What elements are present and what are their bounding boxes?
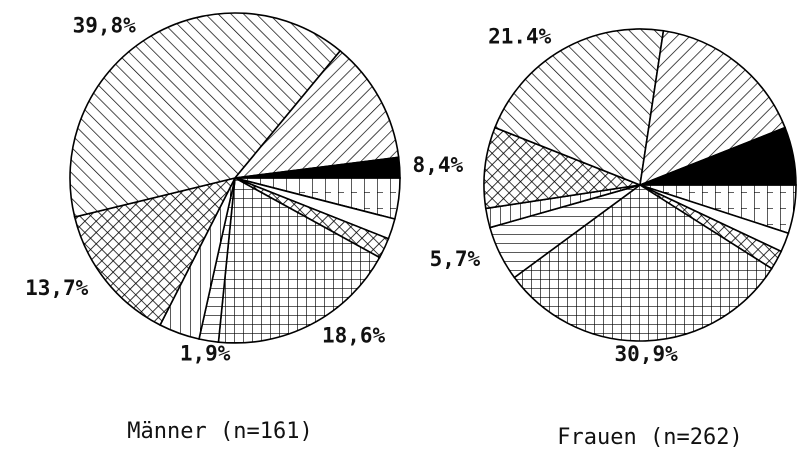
pie-slice	[513, 184, 773, 342]
value-label: 8,4%	[413, 153, 464, 177]
pie-slice	[639, 126, 797, 186]
value-label: 13,7%	[25, 276, 89, 300]
value-label: 21.4%	[488, 25, 552, 49]
pie-slice	[217, 176, 381, 344]
value-label: 30,9%	[615, 342, 679, 366]
chart-title: Frauen (n=262)	[557, 425, 742, 450]
value-label: 18,6%	[322, 323, 386, 347]
pie-slice	[69, 12, 342, 218]
pie-slice	[493, 28, 665, 187]
pie-slice	[234, 156, 401, 179]
pie-slice	[638, 29, 787, 187]
pie-slice	[233, 49, 400, 180]
pie-slice	[73, 176, 237, 327]
value-label: 1,9%	[180, 342, 231, 366]
value-label: 39,8%	[73, 13, 137, 37]
value-label: 5,7%	[430, 247, 481, 271]
chart-title: Männer (n=161)	[127, 419, 312, 444]
